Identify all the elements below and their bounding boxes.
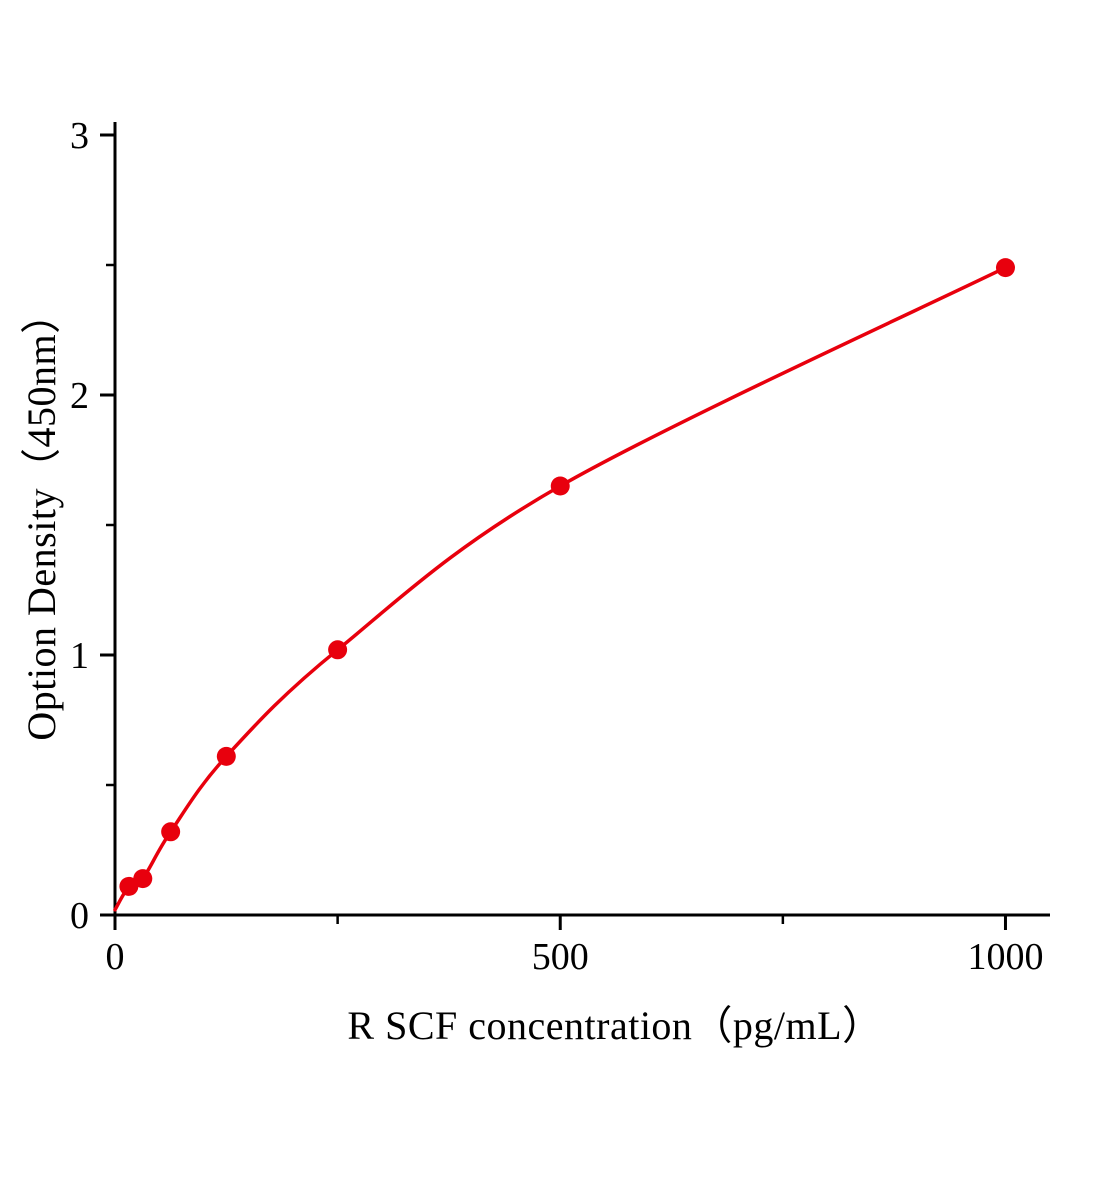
standard-curve-line xyxy=(113,265,1008,912)
y-tick-label: 1 xyxy=(70,635,89,677)
data-point-marker xyxy=(216,746,236,766)
data-point-marker xyxy=(161,822,181,842)
x-tick-label: 1000 xyxy=(967,936,1043,978)
y-tick-label: 2 xyxy=(70,375,89,417)
data-point-marker xyxy=(133,869,153,889)
data-point-marker xyxy=(328,640,348,660)
data-point-marker xyxy=(119,876,139,896)
data-point-marker xyxy=(550,476,570,496)
data-point-marker xyxy=(995,258,1015,278)
x-axis-label: R SCF concentration（pg/mL） xyxy=(347,1003,883,1048)
x-tick-label: 500 xyxy=(532,936,589,978)
y-axis-label: Option Density（450nm） xyxy=(19,293,64,741)
y-tick-label: 0 xyxy=(70,895,89,937)
x-tick-label: 0 xyxy=(106,936,125,978)
y-tick-label: 3 xyxy=(70,115,89,157)
